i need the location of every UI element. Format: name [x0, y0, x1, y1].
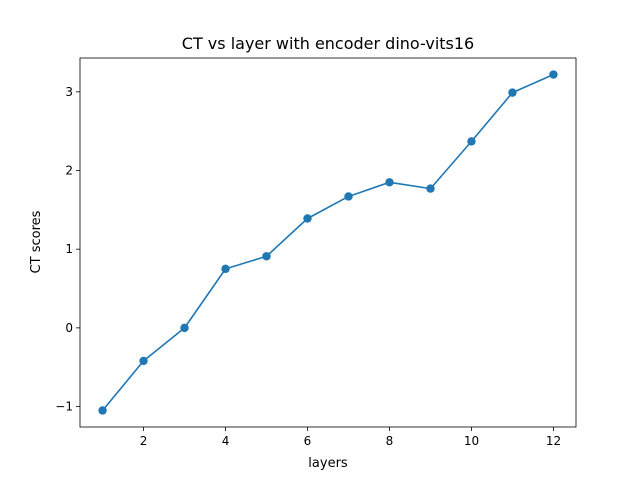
y-tick-label: 0 — [65, 321, 73, 335]
x-axis-label: layers — [308, 456, 348, 471]
chart-title: CT vs layer with encoder dino-vits16 — [182, 34, 474, 53]
y-tick-label: 1 — [65, 242, 73, 256]
data-point — [426, 184, 435, 193]
data-point — [98, 406, 107, 415]
y-tick-label: −1 — [55, 400, 73, 414]
data-point — [139, 356, 148, 366]
y-tick-label: 2 — [65, 164, 73, 178]
data-point — [344, 192, 353, 201]
x-tick-label: 4 — [222, 434, 230, 448]
data-point — [385, 178, 394, 187]
data-point — [180, 323, 189, 333]
data-point — [467, 137, 476, 146]
data-point — [508, 88, 517, 97]
data-point — [303, 214, 312, 223]
data-point — [221, 264, 230, 274]
x-tick-label: 12 — [546, 434, 561, 448]
series-line — [101, 73, 554, 411]
axes-frame — [79, 57, 577, 428]
data-point — [549, 70, 558, 79]
x-tick-label: 6 — [304, 434, 312, 448]
x-tick-label: 2 — [140, 434, 148, 448]
y-tick-label: 3 — [65, 85, 73, 99]
x-tick-label: 10 — [464, 434, 479, 448]
y-axis-label: CT scores — [29, 210, 44, 273]
data-point — [262, 252, 271, 261]
x-tick-label: 8 — [386, 434, 394, 448]
